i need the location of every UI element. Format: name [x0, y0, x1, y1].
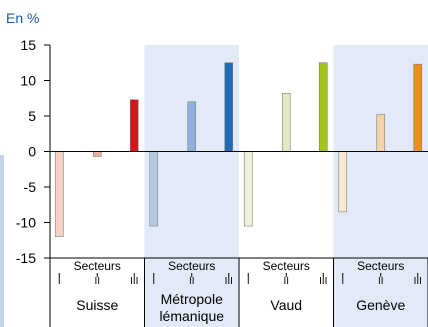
bar-métropole-lémanique-III	[224, 62, 234, 152]
bar-vaud-I	[243, 151, 253, 227]
bar-genève-III	[413, 63, 423, 152]
y-tick-label: -10	[16, 215, 36, 231]
sector-label: II	[189, 276, 195, 287]
group-axis-label: Secteurs	[74, 259, 121, 273]
side-accent-strip	[0, 155, 4, 327]
bar-métropole-lémanique-II	[187, 101, 197, 152]
y-tick-label: 0	[28, 144, 36, 160]
y-tick-label: 10	[20, 73, 36, 89]
sector-label: I	[341, 276, 344, 287]
group-label: Genève	[356, 297, 405, 313]
group-axis-label: Secteurs	[168, 259, 215, 273]
sector-label: III	[130, 276, 138, 287]
sector-label: I	[58, 276, 61, 287]
sector-label: II	[283, 276, 289, 287]
group-axis-label: Secteurs	[357, 259, 404, 273]
y-tick-label: -5	[24, 179, 37, 195]
y-tick-label: 5	[28, 108, 36, 124]
bar-genève-II	[376, 114, 386, 152]
sector-label: II	[94, 276, 100, 287]
group-label: lémanique	[159, 308, 224, 324]
bar-vaud-II	[281, 92, 291, 152]
sector-label: III	[225, 276, 233, 287]
bar-suisse-I	[54, 151, 64, 237]
bar-métropole-lémanique-I	[149, 151, 159, 227]
group-shade-genève	[333, 45, 428, 327]
group-label: Vaud	[270, 297, 302, 313]
sector-label: II	[378, 276, 384, 287]
bar-vaud-III	[318, 62, 328, 152]
sector-label: I	[247, 276, 250, 287]
sector-label: I	[152, 276, 155, 287]
bar-suisse-II	[92, 151, 102, 157]
bar-genève-I	[338, 151, 348, 213]
group-shade-métropole-lémanique	[144, 45, 239, 327]
sector-label: III	[319, 276, 327, 287]
group-axis-label: Secteurs	[263, 259, 310, 273]
group-label: Métropole	[161, 291, 223, 307]
y-tick-label: 15	[20, 37, 36, 53]
sector-label: III	[414, 276, 422, 287]
y-axis-label: En %	[6, 10, 39, 26]
group-label: Suisse	[76, 297, 118, 313]
bar-suisse-III	[129, 99, 139, 152]
y-tick-label: -15	[16, 250, 36, 266]
